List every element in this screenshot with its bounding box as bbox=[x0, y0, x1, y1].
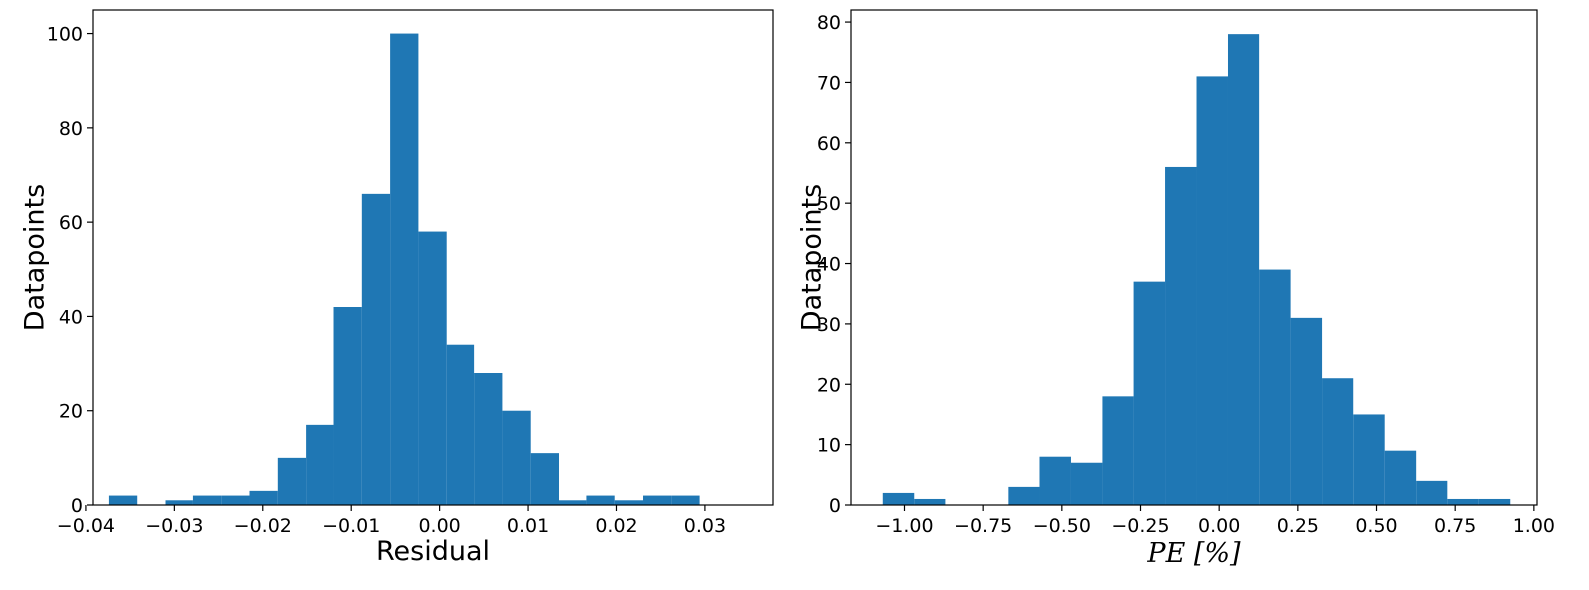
residual-y-tick-label: 0 bbox=[71, 495, 83, 517]
pe-x-tick-label: 1.00 bbox=[1513, 515, 1555, 537]
residual-x-tick-label: −0.04 bbox=[57, 515, 115, 537]
residual-axes-frame bbox=[92, 9, 774, 506]
pe-x-axis-label: PE [%] bbox=[1146, 538, 1241, 569]
residual-x-tick-label: −0.02 bbox=[234, 515, 292, 537]
residual-bar bbox=[306, 424, 334, 505]
pe-bar bbox=[1133, 281, 1166, 505]
pe-y-tick-label: 50 bbox=[817, 193, 841, 215]
residual-bar bbox=[221, 495, 250, 505]
residual-bar bbox=[418, 231, 447, 506]
residual-x-tick-label: −0.01 bbox=[322, 515, 380, 537]
pe-bar bbox=[1416, 480, 1448, 505]
pe-bar bbox=[1165, 166, 1197, 505]
pe-bar bbox=[1102, 396, 1134, 505]
pe-bar bbox=[1008, 486, 1040, 505]
residual-bar bbox=[502, 410, 531, 505]
pe-x-tick-label: 0.50 bbox=[1355, 515, 1397, 537]
pe-bar bbox=[914, 498, 946, 505]
residual-y-axis-label: Datapoints bbox=[20, 184, 51, 331]
pe-bar bbox=[1259, 269, 1291, 505]
pe-bar bbox=[1447, 498, 1479, 505]
pe-bar bbox=[1478, 498, 1511, 505]
residual-bar bbox=[277, 457, 307, 505]
residual-bar bbox=[559, 500, 587, 505]
residual-y-tick-label: 40 bbox=[59, 306, 83, 328]
pe-x-tick-label: −0.25 bbox=[1111, 515, 1169, 537]
residual-x-tick-label: 0.01 bbox=[507, 515, 549, 537]
residual-bar bbox=[446, 344, 475, 505]
pe-bar bbox=[1070, 462, 1103, 505]
pe-x-tick-label: 0.25 bbox=[1277, 515, 1319, 537]
pe-bar bbox=[1290, 317, 1323, 505]
residual-y-tick-label: 60 bbox=[59, 212, 83, 234]
residual-y-tick-label: 100 bbox=[47, 24, 83, 46]
residual-x-tick-label: −0.03 bbox=[145, 515, 203, 537]
residual-bar bbox=[671, 495, 700, 505]
residual-bar bbox=[643, 495, 672, 505]
residual-x-axis-label: Residual bbox=[376, 536, 490, 567]
pe-x-tick-label: −0.50 bbox=[1033, 515, 1091, 537]
pe-y-tick-label: 40 bbox=[817, 254, 841, 276]
pe-bar bbox=[1227, 34, 1260, 506]
residual-bar bbox=[192, 495, 222, 505]
pe-histogram-panel: −1.00 −0.75 −0.50 −0.25 0.00 0.25 0.50 0.75 1.00… bbox=[797, 9, 1555, 569]
residual-bar bbox=[614, 500, 644, 505]
pe-y-tick-label: 60 bbox=[817, 133, 841, 155]
pe-x-tick-label: −1.00 bbox=[875, 515, 933, 537]
residual-bar bbox=[390, 33, 419, 505]
pe-y-tick-label: 70 bbox=[817, 72, 841, 94]
pe-bar bbox=[1039, 456, 1071, 505]
pe-y-tick-label: 30 bbox=[817, 314, 841, 336]
pe-y-axis-label: Datapoints bbox=[797, 184, 828, 331]
pe-x-tick-label: 0.00 bbox=[1198, 515, 1240, 537]
pe-y-tick-label: 10 bbox=[817, 435, 841, 457]
residual-histogram-panel: −0.04 −0.03 −0.02 −0.01 0.00 0.01 0.02 0.03 0 20 4… bbox=[20, 9, 774, 567]
pe-y-tick-label: 80 bbox=[817, 12, 841, 34]
pe-axes-frame bbox=[850, 9, 1538, 506]
pe-bar bbox=[1322, 378, 1354, 505]
pe-x-tick-label: 0.75 bbox=[1434, 515, 1476, 537]
pe-x-tick-label: −0.75 bbox=[954, 515, 1012, 537]
pe-y-tick-label: 20 bbox=[817, 374, 841, 396]
residual-bar bbox=[249, 490, 278, 505]
pe-bar bbox=[882, 492, 915, 505]
residual-bar bbox=[474, 373, 503, 505]
residual-y-tick-label: 80 bbox=[59, 118, 83, 140]
residual-bar bbox=[108, 495, 138, 505]
residual-bar bbox=[586, 495, 615, 505]
residual-bar bbox=[361, 193, 391, 505]
pe-bar bbox=[1384, 450, 1417, 505]
residual-y-tick-label: 20 bbox=[59, 401, 83, 423]
residual-x-tick-label: 0.02 bbox=[595, 515, 637, 537]
residual-bar bbox=[333, 307, 362, 505]
residual-bar bbox=[165, 500, 193, 505]
residual-x-tick-label: 0.00 bbox=[418, 515, 460, 537]
pe-bar bbox=[1353, 414, 1385, 505]
residual-bar bbox=[530, 453, 560, 505]
pe-bar bbox=[1196, 76, 1228, 505]
residual-x-tick-label: 0.03 bbox=[684, 515, 726, 537]
pe-y-tick-label: 0 bbox=[829, 495, 841, 517]
